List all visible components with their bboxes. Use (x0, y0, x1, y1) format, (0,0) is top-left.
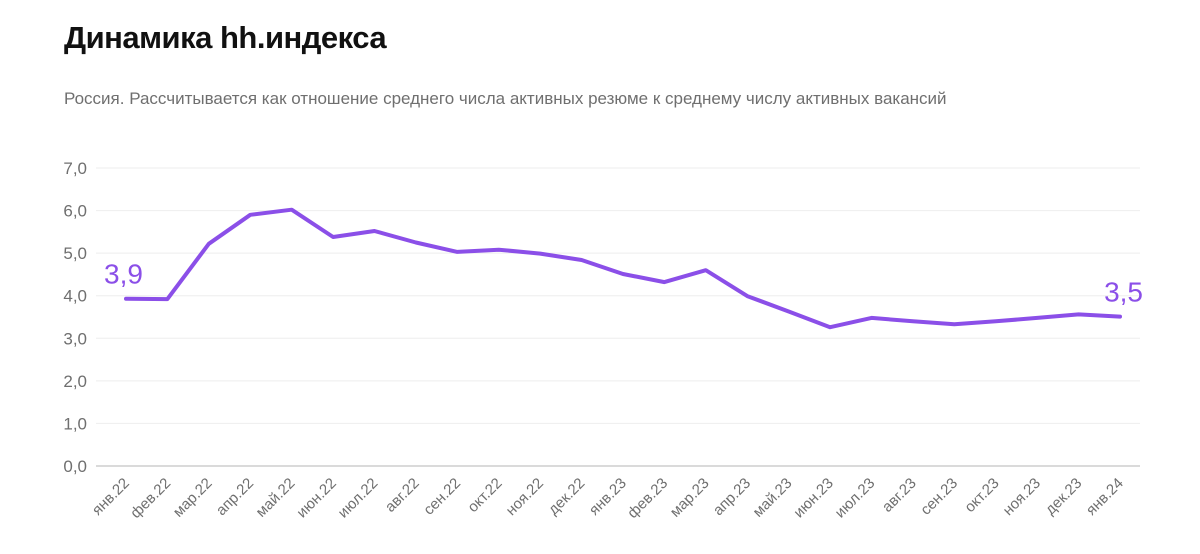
x-tick-label: май.23 (750, 475, 796, 521)
y-tick-label: 3,0 (63, 329, 87, 348)
grid-lines (96, 167, 1140, 424)
data-label: 3,5 (1104, 277, 1143, 308)
x-tick-label: апр.22 (213, 475, 257, 519)
x-tick-label: сен.23 (917, 475, 961, 519)
x-tick-label: фев.23 (624, 475, 671, 522)
x-tick-label: окт.22 (464, 475, 505, 516)
series-layer (124, 207, 1122, 330)
series-line (124, 207, 1122, 330)
x-tick-label: янв.23 (586, 475, 630, 519)
x-tick-label: июл.23 (832, 475, 879, 522)
y-tick-label: 2,0 (63, 372, 87, 391)
x-tick-label: июл.22 (335, 475, 382, 522)
x-tick-label: янв.22 (89, 475, 133, 519)
page-subtitle: Россия. Рассчитывается как отношение сре… (64, 89, 947, 108)
x-tick-label: дек.22 (545, 475, 588, 518)
y-tick-label: 5,0 (63, 244, 87, 263)
y-tick-label: 4,0 (63, 287, 87, 306)
x-tick-label: авг.23 (879, 475, 920, 516)
x-tick-label: авг.22 (382, 475, 423, 516)
y-axis-ticks: 0,0 1,0 2,0 3,0 4,0 5,0 6,0 7,0 (63, 159, 87, 476)
x-tick-label: фев.22 (127, 475, 174, 522)
x-tick-label: мар.22 (170, 475, 216, 521)
y-tick-label: 7,0 (63, 159, 87, 178)
y-tick-label: 6,0 (63, 202, 87, 221)
x-tick-label: дек.23 (1042, 475, 1085, 518)
data-labels: 3,9 3,5 (104, 259, 1143, 308)
x-tick-label: окт.23 (961, 475, 1002, 516)
x-tick-label: июн.23 (790, 475, 837, 522)
x-tick-label: ноя.23 (1000, 475, 1044, 519)
x-tick-label: мар.23 (667, 475, 713, 521)
x-tick-label: апр.23 (710, 475, 754, 519)
x-tick-label: сен.22 (420, 475, 464, 519)
data-label: 3,9 (104, 259, 143, 290)
x-tick-label: июн.22 (293, 475, 340, 522)
page-title: Динамика hh.индекса (64, 20, 387, 55)
x-tick-label: май.22 (253, 475, 299, 521)
x-tick-label: ноя.22 (503, 475, 547, 519)
x-tick-label: янв.24 (1083, 475, 1127, 519)
y-tick-label: 1,0 (63, 414, 87, 433)
y-tick-label: 0,0 (63, 457, 87, 476)
x-axis-ticks: янв.22фев.22мар.22апр.22май.22июн.22июл.… (89, 475, 1127, 522)
